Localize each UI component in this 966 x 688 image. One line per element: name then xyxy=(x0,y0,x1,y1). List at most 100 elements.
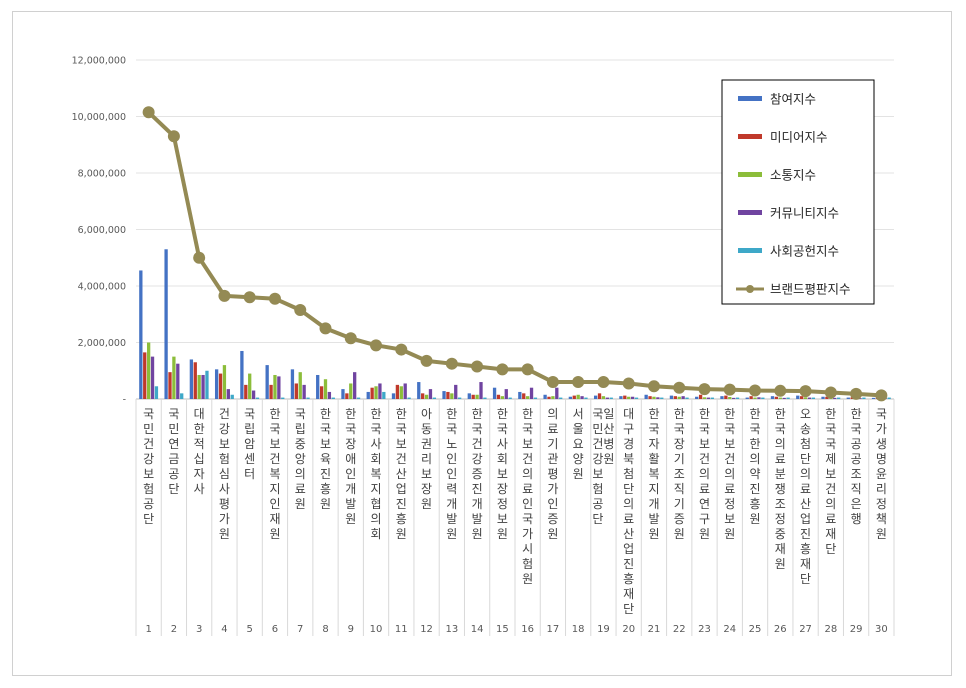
bar xyxy=(871,397,876,399)
line-point xyxy=(319,322,332,335)
bar xyxy=(648,396,652,399)
bar xyxy=(193,362,197,399)
bar xyxy=(446,391,450,399)
bar xyxy=(706,397,711,399)
bar xyxy=(172,356,176,399)
bar xyxy=(887,397,891,399)
rank-label: 30 xyxy=(875,624,888,635)
bar xyxy=(833,397,837,399)
bar xyxy=(522,393,526,399)
rank-label: 16 xyxy=(521,624,534,635)
bar xyxy=(214,369,219,399)
line-point xyxy=(774,384,787,397)
bar xyxy=(230,394,234,399)
line-series xyxy=(142,106,888,402)
bar xyxy=(669,395,674,399)
bar xyxy=(471,394,475,399)
line-point xyxy=(875,389,888,402)
bar xyxy=(619,396,623,399)
bar xyxy=(327,391,332,399)
rank-label: 28 xyxy=(824,624,837,635)
bar xyxy=(568,396,573,399)
bar xyxy=(374,386,378,399)
rank-label: 4 xyxy=(221,624,227,635)
y-tick-label: 2,000,000 xyxy=(78,338,126,349)
bar xyxy=(265,365,269,399)
bar xyxy=(782,397,786,399)
bar xyxy=(391,393,396,399)
line-point xyxy=(294,304,307,317)
bar xyxy=(475,394,479,399)
rank-label: 24 xyxy=(723,624,736,635)
bar xyxy=(555,387,559,399)
bar xyxy=(442,391,446,399)
y-tick-label: 12,000,000 xyxy=(72,56,126,67)
bar-series xyxy=(139,249,891,399)
bar xyxy=(421,393,425,399)
bar xyxy=(154,386,159,399)
bar xyxy=(710,397,714,399)
bar xyxy=(479,382,483,399)
bar xyxy=(529,387,534,399)
bar xyxy=(450,393,454,399)
bar xyxy=(197,374,201,399)
bar xyxy=(226,389,230,399)
rank-label: 27 xyxy=(799,624,812,635)
rank-label: 3 xyxy=(196,624,202,635)
bar xyxy=(349,383,353,399)
legend-swatch xyxy=(738,172,762,177)
bar xyxy=(454,384,458,399)
bar xyxy=(146,342,151,399)
y-tick-label: - xyxy=(123,395,126,406)
bar xyxy=(176,363,180,399)
bar xyxy=(770,396,775,399)
bar xyxy=(302,384,306,399)
line-point xyxy=(824,386,837,399)
rank-label: 22 xyxy=(673,624,686,635)
legend-swatch xyxy=(738,134,762,139)
legend-label: 참여지수 xyxy=(770,92,816,107)
line-point xyxy=(471,360,484,373)
rank-label: 21 xyxy=(648,624,661,635)
line-point xyxy=(420,354,433,367)
bar xyxy=(774,396,779,399)
rank-label: 29 xyxy=(850,624,863,635)
bar xyxy=(800,396,804,399)
bar xyxy=(576,394,580,399)
bar xyxy=(417,382,421,399)
legend-swatch xyxy=(738,210,762,215)
bar xyxy=(403,383,407,399)
rank-label: 26 xyxy=(774,624,787,635)
line-point xyxy=(597,376,610,389)
bar xyxy=(323,379,328,399)
line-point xyxy=(850,387,863,400)
bar xyxy=(269,384,273,399)
line-point xyxy=(193,251,206,264)
bar xyxy=(728,397,732,399)
bar xyxy=(761,397,765,399)
bar xyxy=(543,394,547,399)
line-point xyxy=(673,381,686,394)
bar xyxy=(331,397,335,399)
bar xyxy=(609,397,613,399)
bar xyxy=(660,397,664,399)
bar xyxy=(525,396,530,399)
bar xyxy=(504,389,508,399)
bar xyxy=(518,391,522,399)
rank-label: 13 xyxy=(445,624,458,635)
bar xyxy=(559,397,563,399)
y-tick-label: 8,000,000 xyxy=(78,169,126,180)
bar xyxy=(724,395,728,399)
x-axis: 국 민 건 강 보 험 공 단 1 국 민 연 금 공 단 2 대 한 적 십 자 사 3 건 강 보 험 심 사 평 가 원 4 국 립 암 센 터 5 한… xyxy=(135,399,895,636)
bar xyxy=(656,397,660,399)
rank-label: 17 xyxy=(547,624,560,635)
bar xyxy=(551,396,555,399)
